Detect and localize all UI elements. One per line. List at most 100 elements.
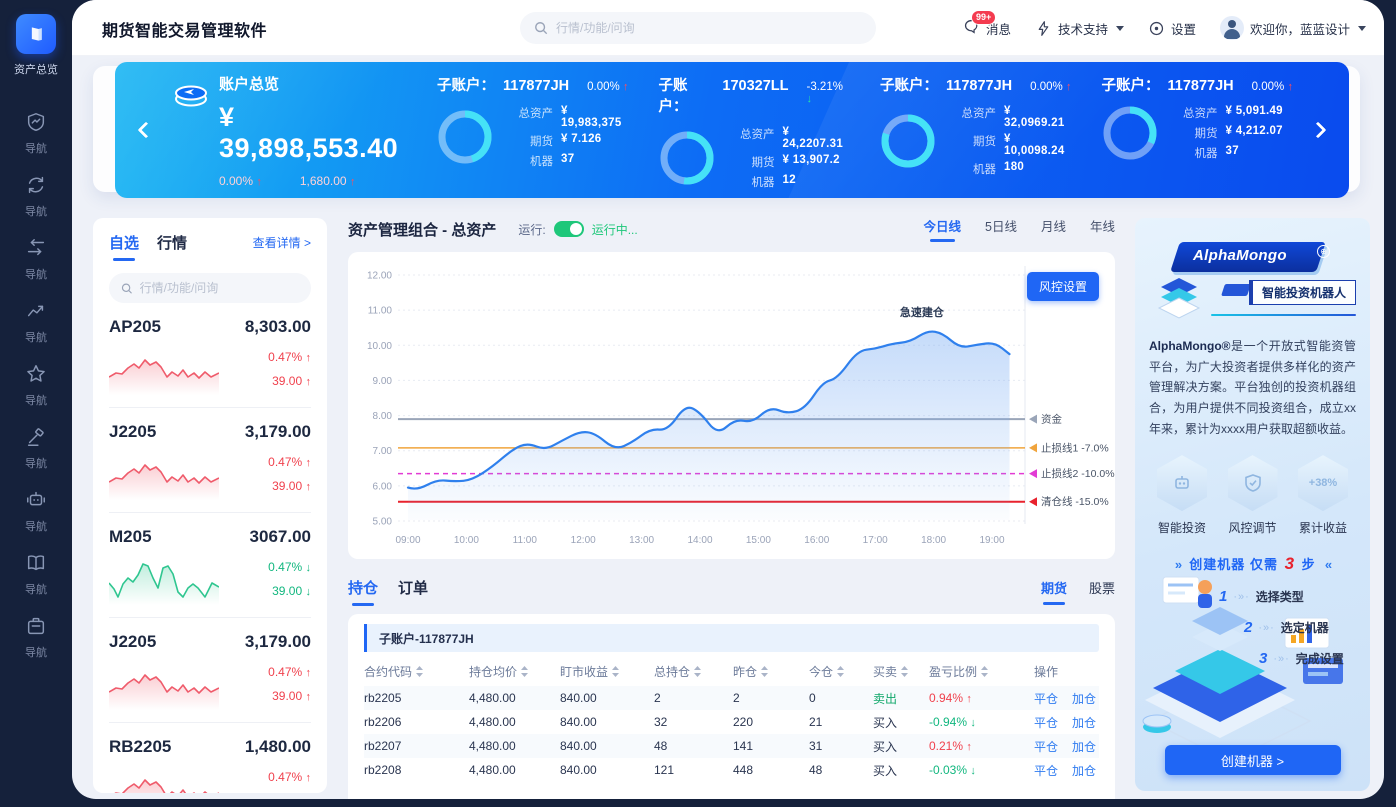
topbar: 期货智能交易管理软件 99+ 消息 技术支持 设置 bbox=[72, 0, 1384, 56]
view-details-link[interactable]: 查看详情 > bbox=[252, 236, 311, 250]
instrument-name: RB2205 bbox=[109, 737, 172, 756]
cell-total: 121 bbox=[654, 763, 675, 777]
chevron-down-icon bbox=[1358, 25, 1366, 31]
sidebar-item-trend[interactable]: 导航 bbox=[24, 299, 48, 345]
watchlist-item-AP205[interactable]: AP205 8,303.00 0.47% ↑ 39.00 ↑ bbox=[109, 303, 311, 408]
sparkline-chart bbox=[114, 779, 219, 793]
instrument-name: M205 bbox=[109, 527, 152, 546]
watchlist-tab-自选[interactable]: 自选 bbox=[109, 232, 139, 261]
cell-yesterday: 220 bbox=[733, 715, 754, 729]
messages-button[interactable]: 99+ 消息 bbox=[963, 10, 1011, 38]
subaccount-card[interactable]: 子账户： 117877JH 0.00% ↑ 总资产 ¥ 32,0969.21 期货 ¥… bbox=[880, 78, 1072, 176]
table-row[interactable]: rb2207 4,480.00 840.00 48 141 31 买入 0.21… bbox=[364, 734, 1099, 758]
period-tab-月线[interactable]: 月线 bbox=[1040, 220, 1066, 234]
period-tab-5日线[interactable]: 5日线 bbox=[985, 220, 1017, 234]
column-header-今仓[interactable]: 今仓 bbox=[809, 663, 873, 680]
gear-icon bbox=[1149, 21, 1164, 35]
up-arrow-icon: ↑ bbox=[349, 175, 356, 188]
cell-today: 31 bbox=[809, 739, 823, 753]
action-平仓[interactable]: 平仓 bbox=[1034, 715, 1059, 730]
cell-total: 32 bbox=[654, 715, 668, 729]
user-menu[interactable]: 欢迎你，蓝蓝设计 bbox=[1219, 16, 1366, 40]
book-icon bbox=[24, 551, 48, 575]
cell-side: 买入 bbox=[873, 739, 898, 754]
cell-yesterday: 141 bbox=[733, 739, 754, 753]
sort-icon bbox=[901, 665, 909, 677]
subaccount-assets: ¥ 32,0969.21 bbox=[1004, 105, 1065, 129]
create-step-2: 2 ·»· 选定机器 bbox=[1244, 619, 1329, 637]
carousel-next-button[interactable] bbox=[1301, 62, 1335, 198]
watchlist-search[interactable] bbox=[109, 273, 311, 303]
action-加仓[interactable]: 加仓 bbox=[1072, 691, 1097, 706]
sidebar-item-portfolio[interactable]: 资产总览 bbox=[14, 14, 58, 77]
sidebar-item-robot[interactable]: 导航 bbox=[24, 488, 48, 534]
subaccount-card[interactable]: 子账户： 170327LL -3.21% ↓ 总资产 ¥ 24,2207.31 期货… bbox=[637, 70, 859, 190]
action-加仓[interactable]: 加仓 bbox=[1072, 715, 1097, 730]
market-tab-股票[interactable]: 股票 bbox=[1088, 581, 1115, 596]
action-加仓[interactable]: 加仓 bbox=[1072, 763, 1097, 778]
sidebar-item-briefcase[interactable]: 导航 bbox=[24, 614, 48, 660]
sidebar-item-book[interactable]: 导航 bbox=[24, 551, 48, 597]
subaccount-card[interactable]: 子账户： 117877JH 0.00% ↑ 总资产 ¥ 5,091.49 期货 ¥ 4… bbox=[1101, 78, 1293, 160]
svg-text:止损线2 -10.0%: 止损线2 -10.0% bbox=[1041, 467, 1115, 480]
feature-智能投资: 智能投资 bbox=[1151, 455, 1213, 536]
tech-support-menu[interactable]: 技术支持 bbox=[1035, 19, 1124, 38]
column-header-合约代码[interactable]: 合约代码 bbox=[364, 663, 469, 680]
sort-icon bbox=[612, 665, 620, 677]
create-robot-button[interactable]: 创建机器 > bbox=[1164, 745, 1341, 775]
cell-yesterday: 2 bbox=[733, 691, 740, 705]
action-平仓[interactable]: 平仓 bbox=[1034, 763, 1059, 778]
global-search[interactable] bbox=[520, 12, 876, 44]
action-加仓[interactable]: 加仓 bbox=[1072, 739, 1097, 754]
sidebar-item-star[interactable]: 导航 bbox=[24, 362, 48, 408]
svg-text:10:00: 10:00 bbox=[454, 535, 479, 546]
instrument-price: 3,179.00 bbox=[244, 632, 311, 651]
welcome-text: 欢迎你，蓝蓝设计 bbox=[1249, 22, 1350, 37]
sidebar-item-gavel[interactable]: 导航 bbox=[24, 425, 48, 471]
market-tab-期货[interactable]: 期货 bbox=[1041, 578, 1067, 605]
coins-icon bbox=[175, 85, 207, 106]
risk-settings-button[interactable]: 风控设置 bbox=[1026, 272, 1099, 301]
action-平仓[interactable]: 平仓 bbox=[1034, 739, 1059, 754]
cell-avg-price: 4,480.00 bbox=[469, 763, 516, 777]
watchlist-tab-行情[interactable]: 行情 bbox=[157, 235, 188, 252]
carousel-prev-button[interactable] bbox=[129, 62, 163, 198]
watchlist-item-J2205[interactable]: J2205 3,179.00 0.47% ↑ 39.00 ↑ bbox=[109, 618, 311, 723]
cell-pnl: 840.00 bbox=[560, 739, 597, 753]
action-平仓[interactable]: 平仓 bbox=[1034, 691, 1059, 706]
watchlist-search-input[interactable] bbox=[139, 281, 299, 295]
column-header-盯市收益[interactable]: 盯市收益 bbox=[560, 663, 654, 680]
search-input[interactable] bbox=[556, 21, 862, 35]
subaccount-robots: 12 bbox=[782, 174, 796, 186]
column-header-昨仓[interactable]: 昨仓 bbox=[733, 663, 809, 680]
cell-avg-price: 4,480.00 bbox=[469, 739, 516, 753]
subaccount-card[interactable]: 子账户： 117877JH 0.00% ↑ 总资产 ¥ 19,983,375 期货 ¥… bbox=[437, 78, 629, 168]
watchlist-item-J2205[interactable]: J2205 3,179.00 0.47% ↑ 39.00 ↑ bbox=[109, 408, 311, 513]
column-header-盈亏比例[interactable]: 盈亏比例 bbox=[929, 663, 1034, 680]
up-arrow-icon: ↑ bbox=[622, 81, 629, 93]
positions-tab-持仓[interactable]: 持仓 bbox=[348, 577, 378, 606]
subaccount-robots: 37 bbox=[561, 153, 575, 165]
subaccount-list: 子账户： 117877JH 0.00% ↑ 总资产 ¥ 19,983,375 期货 ¥… bbox=[415, 70, 1301, 190]
create-step-1: 1 ·»· 选择类型 bbox=[1219, 588, 1304, 606]
create-step-3: 3 ·»· 完成设置 bbox=[1259, 650, 1344, 668]
subaccount-percent: 0.00% ↑ bbox=[1251, 81, 1293, 93]
table-row[interactable]: rb2208 4,480.00 840.00 121 448 48 买入 -0.… bbox=[364, 758, 1099, 782]
account-banner: 账户总览 ¥ 39,898,553.40 0.00% ↑ 1,680.00 ↑ … bbox=[72, 56, 1384, 204]
table-row[interactable]: rb2205 4,480.00 840.00 2 2 0 卖出 0.94% ↑ … bbox=[364, 686, 1099, 710]
settings-button[interactable]: 设置 bbox=[1148, 19, 1196, 38]
sidebar-item-sync[interactable]: 导航 bbox=[24, 173, 48, 219]
period-tab-年线[interactable]: 年线 bbox=[1089, 220, 1115, 234]
column-header-买卖[interactable]: 买卖 bbox=[873, 663, 929, 680]
period-tab-今日线[interactable]: 今日线 bbox=[924, 216, 961, 242]
watchlist-item-RB2205[interactable]: RB2205 1,480.00 0.47% ↑ 39.00 ↑ bbox=[109, 723, 311, 793]
watchlist-item-M205[interactable]: M205 3067.00 0.47% ↓ 39.00 ↓ bbox=[109, 513, 311, 618]
positions-tab-订单[interactable]: 订单 bbox=[398, 580, 429, 597]
column-header-持仓均价[interactable]: 持仓均价 bbox=[469, 663, 560, 680]
sidebar-item-shield-chart[interactable]: 导航 bbox=[24, 110, 48, 156]
column-header-总持仓[interactable]: 总持仓 bbox=[654, 663, 733, 680]
run-toggle[interactable] bbox=[553, 221, 584, 237]
sidebar-item-transfer[interactable]: 导航 bbox=[24, 236, 48, 282]
briefcase-icon bbox=[24, 614, 48, 638]
table-row[interactable]: rb2206 4,480.00 840.00 32 220 21 买入 -0.9… bbox=[364, 710, 1099, 734]
